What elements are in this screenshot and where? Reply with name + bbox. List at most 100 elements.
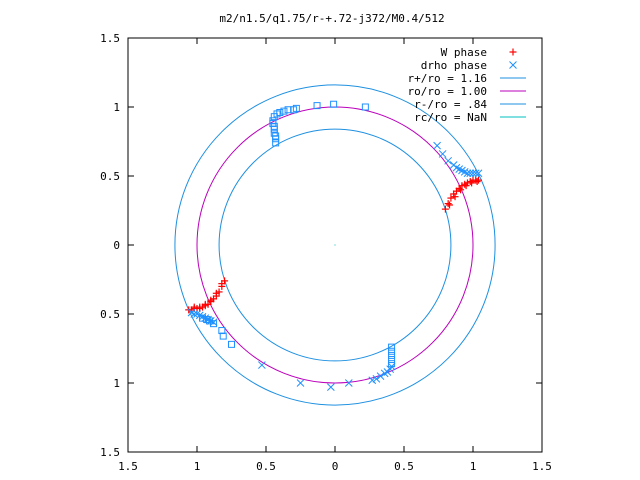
circle-2 [218,128,452,362]
y-tick-label: 1 [113,377,120,390]
data-point [327,383,335,391]
series-0 [185,176,483,314]
y-tick-label: 1.5 [100,32,120,45]
data-point [201,300,209,308]
data-point [376,372,385,380]
legend-label: W phase [441,46,487,59]
data-point [469,169,477,178]
data-point [212,289,220,297]
marker-stroke [458,166,466,175]
data-point [468,179,476,187]
legend-label: r+/ro = 1.16 [408,72,487,85]
data-point [199,314,207,322]
marker-stroke [444,156,453,165]
data-point [441,205,449,213]
marker-stroke [452,163,461,172]
x-tick-label: 1.5 [532,460,552,473]
x-tick-label: 1 [194,460,201,473]
x-tick-label: 1.5 [118,460,138,473]
marker-stroke [327,383,335,391]
x-tick-label: 0.5 [394,460,414,473]
data-point [471,169,480,178]
marker-stroke [471,169,480,178]
marker-stroke [474,169,483,178]
marker-stroke [296,379,305,387]
data-point [219,332,227,340]
marker-stroke [455,165,464,173]
legend-marker [509,48,517,56]
legend-label: drho phase [421,59,487,72]
data-point [258,361,266,369]
series-2 [199,100,396,368]
data-point [372,375,381,383]
data-point [444,200,452,208]
data-point [210,320,218,328]
x-tick-label: 1 [470,460,477,473]
x-tick-label: 0.5 [256,460,276,473]
data-point [474,169,483,178]
marker-stroke [376,372,385,380]
data-point [388,343,396,351]
data-point [368,376,377,385]
data-point [292,104,300,112]
data-point [388,347,396,355]
data-point [209,318,218,327]
data-point [388,351,396,359]
marker-stroke [463,169,472,178]
marker-stroke [372,375,381,383]
axis-ticks: 1.5 1 0.5 0 0.5 1 1.51.510.500.511.5 [100,32,552,473]
legend-marker [509,61,517,69]
data-point [207,296,215,304]
y-tick-label: 0 [113,239,120,252]
reference-circles [174,84,496,406]
y-tick-label: 0.5 [100,170,120,183]
marker-stroke [258,361,266,369]
data-point [462,182,470,190]
data-point [438,150,447,158]
data-point [330,100,338,108]
data-point [344,379,353,387]
marker-stroke [198,312,207,321]
series-1 [187,141,483,391]
data-point [388,360,396,368]
center-marker [334,244,336,246]
circle-0 [174,84,496,406]
data-point [296,379,305,387]
data-point [444,156,453,165]
data-point [473,178,481,186]
y-tick-label: 1 [113,101,120,114]
marker-stroke [209,318,218,327]
data-point [446,201,454,209]
marker-stroke [368,376,377,385]
data-point [228,340,235,348]
data-point [313,102,321,110]
marker-stroke [433,141,441,150]
data-point [433,141,441,150]
data-point [380,369,389,378]
x-tick-label: 0 [332,460,339,473]
data-point [388,356,396,364]
data-point [276,109,284,117]
marker-stroke [466,169,475,178]
marker-stroke [204,315,212,324]
data-point [272,139,280,147]
y-tick-label: 0.5 [100,308,120,321]
legend-label: rc/ro = NaN [414,111,487,124]
marker-stroke [469,169,477,178]
marker-stroke [193,310,201,318]
y-tick-label: 1.5 [100,446,120,459]
data-series [185,100,483,391]
marker-stroke [344,379,353,387]
data-point [475,176,483,184]
data-point [451,193,459,201]
chart-title: m2/n1.5/q1.75/r-+.72-j372/M0.4/512 [219,12,444,25]
data-point [270,129,278,137]
data-point [280,107,288,115]
data-point [218,280,226,288]
data-point [463,169,472,178]
data-point [447,194,455,202]
data-point [270,122,278,130]
marker-stroke [438,150,447,158]
